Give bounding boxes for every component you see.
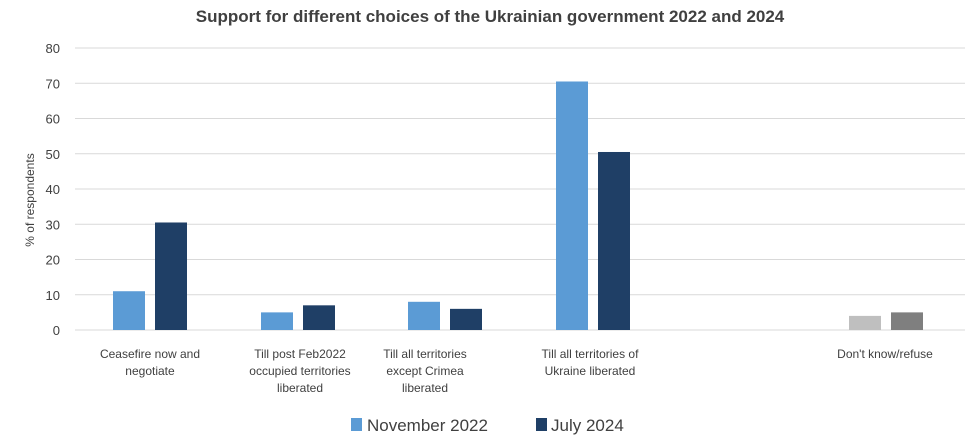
x-category-label: except Crimea bbox=[386, 364, 464, 378]
bar-jul-2024 bbox=[155, 222, 187, 330]
x-category-label: negotiate bbox=[125, 364, 175, 378]
y-tick-label: 40 bbox=[46, 182, 60, 197]
legend-swatch-nov-2022 bbox=[351, 418, 362, 431]
legend-label-jul-2024: July 2024 bbox=[551, 416, 624, 435]
y-tick-label: 50 bbox=[46, 147, 60, 162]
y-tick-label: 30 bbox=[46, 217, 60, 232]
bar-jul-2024 bbox=[598, 151, 630, 330]
bar-jul-2024 bbox=[303, 305, 335, 330]
x-category-label: Ceasefire now and bbox=[100, 347, 200, 361]
x-category-label: Till post Feb2022 bbox=[254, 347, 346, 361]
chart-title: Support for different choices of the Ukr… bbox=[196, 7, 785, 26]
y-tick-label: 70 bbox=[46, 76, 60, 91]
y-axis-label: % of respondents bbox=[23, 153, 37, 246]
y-tick-label: 80 bbox=[46, 41, 60, 56]
bar-jul-2024 bbox=[891, 312, 923, 330]
x-category-label: occupied territories bbox=[249, 364, 350, 378]
bar-jul-2024 bbox=[450, 308, 482, 330]
y-tick-label: 10 bbox=[46, 288, 60, 303]
bar-nov-2022 bbox=[556, 81, 588, 330]
x-category-label: liberated bbox=[277, 381, 323, 395]
x-category-label: Don't know/refuse bbox=[837, 347, 933, 361]
legend-label-nov-2022: November 2022 bbox=[367, 416, 488, 435]
legend: November 2022 July 2024 bbox=[351, 416, 624, 435]
y-tick-label: 20 bbox=[46, 253, 60, 268]
x-category-label: Till all territories bbox=[383, 347, 467, 361]
y-tick-label: 0 bbox=[53, 323, 60, 338]
x-category-label: liberated bbox=[402, 381, 448, 395]
legend-swatch-jul-2024 bbox=[536, 418, 547, 431]
x-category-label: Till all territories of bbox=[542, 347, 640, 361]
bar-nov-2022 bbox=[408, 301, 440, 330]
x-category-label: Ukraine liberated bbox=[545, 364, 636, 378]
bar-nov-2022 bbox=[849, 315, 881, 330]
bar-nov-2022 bbox=[113, 291, 145, 330]
y-tick-label: 60 bbox=[46, 112, 60, 127]
bar-nov-2022 bbox=[261, 312, 293, 330]
